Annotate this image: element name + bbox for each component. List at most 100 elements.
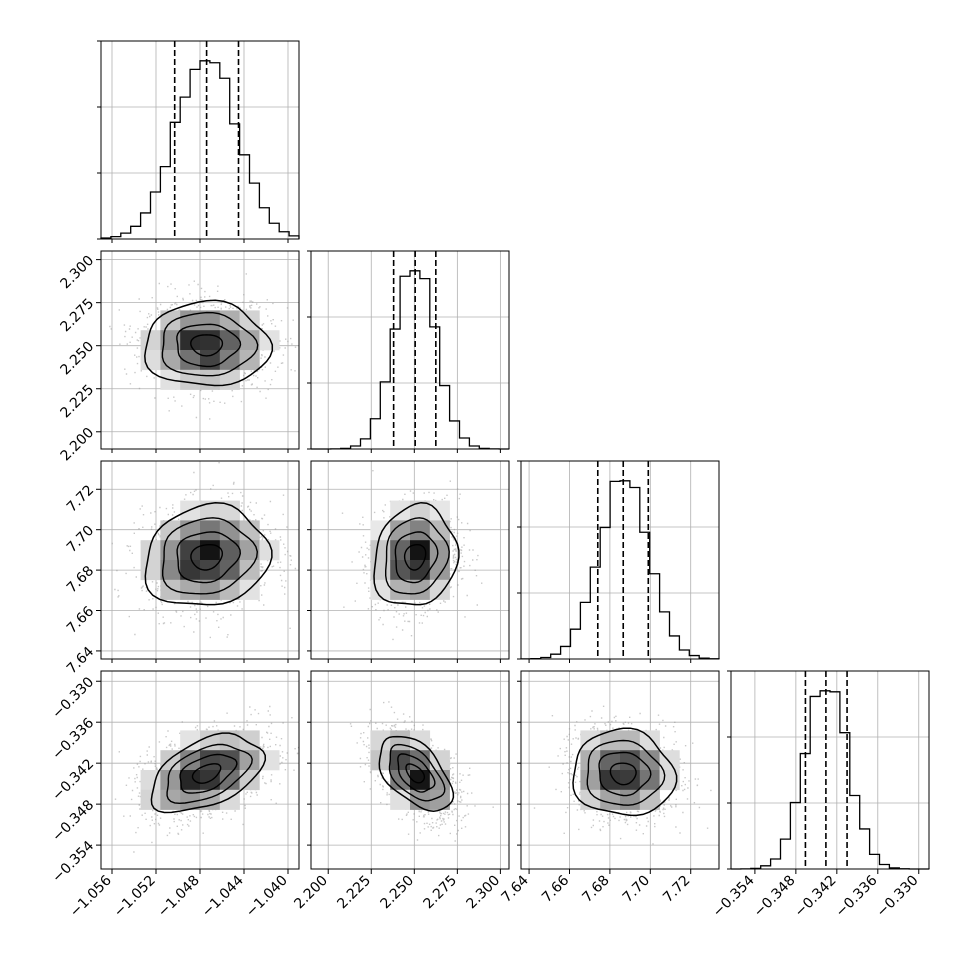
y-tick-label: −0.354 [49,838,97,886]
density-cell [160,330,181,351]
density-cell [620,770,641,791]
x-tick-label: −0.342 [792,873,840,921]
y-tick-label: 2.250 [58,339,98,379]
density-cell [429,579,450,600]
panel-frame [310,250,510,450]
density-cell [180,750,201,771]
histogram-step [730,690,930,870]
density-cell [239,330,260,351]
histogram-step [520,480,720,660]
y-tick-label: 7.66 [64,603,97,636]
density-cell [580,750,601,771]
density-cell [580,730,601,751]
scatter-dots [341,470,483,641]
density-cell [410,500,431,521]
contour-line [385,517,450,595]
density-cell [639,789,660,810]
density-cell [239,560,260,581]
x-tick-label: 2.300 [464,873,504,913]
density-cell [370,540,391,561]
density-cell [600,770,621,791]
x-tick-label: 2.250 [377,873,417,913]
contour-line [405,763,426,784]
density-cell [200,520,221,541]
density-cell [200,540,221,561]
x-tick-label: −0.336 [833,872,881,920]
density-cell [200,560,221,581]
contour-outer [378,735,455,812]
density-cell [160,579,181,600]
density-cell [140,789,161,810]
density-cell [370,730,391,751]
density-panel [520,670,720,870]
density-cell [180,330,201,351]
density-cell [180,730,201,751]
scatter-dots [109,273,297,420]
density-cell [180,540,201,561]
contour-line [190,544,224,571]
density-cell [200,500,221,521]
density-cell [180,579,201,600]
x-tick-label: −0.348 [751,873,799,921]
density-cell [160,560,181,581]
contour-outer [144,501,273,606]
contour-outer [373,501,460,606]
density-cell [390,579,411,600]
density-cell [200,770,221,791]
histogram-step [310,270,510,450]
density-cell [180,770,201,791]
contour-line [609,762,637,786]
density-panel [100,670,300,870]
density-cell [239,350,260,371]
density-cell [200,330,221,351]
density-cell [390,750,411,771]
x-tick-label: −0.354 [710,872,758,920]
density-cell [140,330,161,351]
density-cell [410,520,431,541]
density-cell [429,789,450,810]
histogram-panel [97,40,300,240]
density-cell [600,789,621,810]
histogram-panel [517,460,720,660]
density-panel [100,460,300,660]
density-cell [140,350,161,371]
density-grid [370,730,450,810]
density-cell [180,789,201,810]
density-cell [639,750,660,771]
x-tick-label: 7.66 [539,872,572,905]
scatter-points [109,273,297,420]
density-grid [140,500,280,600]
x-tick-label: −1.040 [243,873,291,921]
y-tick-label: 7.68 [64,563,97,596]
density-cell [160,310,181,331]
contour-line [176,531,242,584]
density-cell [390,730,411,751]
density-cell [180,500,201,521]
panel-frame [310,460,510,660]
density-cell [160,770,181,791]
x-tick-label: 2.200 [291,873,331,913]
contour-outer [572,727,678,817]
density-cell [639,730,660,751]
contour-line [586,739,666,806]
density-cell [429,560,450,581]
contour-line [162,517,259,595]
contour-line [161,311,259,377]
contour-line [397,753,436,793]
y-tick-label: 2.300 [58,253,98,293]
density-panel [310,670,510,870]
x-tick-label: −1.056 [67,872,115,920]
density-cell [390,540,411,561]
x-tick-label: 7.72 [660,873,693,906]
density-cell [410,540,431,561]
y-tick-label: 2.200 [58,425,98,465]
density-cell [219,560,240,581]
density-cell [410,770,431,791]
density-cell [429,500,450,521]
contour-outer [150,732,267,814]
y-tick-label: 7.70 [64,523,97,556]
panel-frame [730,670,930,870]
density-cell [239,770,260,791]
histogram-panel [307,250,510,450]
y-tick-label: 7.64 [64,644,97,677]
